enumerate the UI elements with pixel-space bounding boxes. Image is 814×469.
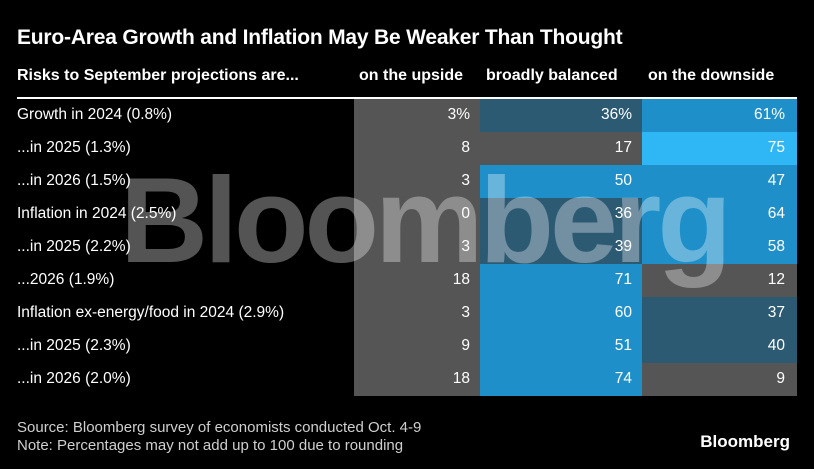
cell-downside: 40 [642, 330, 797, 363]
cell-upside: 3 [354, 231, 480, 264]
cell-upside: 0 [354, 198, 480, 231]
cell-downside: 64 [642, 198, 797, 231]
cell-downside: 75 [642, 132, 797, 165]
cell-balanced: 74 [480, 363, 642, 396]
rounding-note: Note: Percentages may not add up to 100 … [17, 437, 404, 454]
cell-downside: 58 [642, 231, 797, 264]
column-header-upside: on the upside [359, 67, 463, 84]
table-row: ...in 2026 (1.5%) 3 50 47 [0, 165, 814, 198]
cell-upside: 8 [354, 132, 480, 165]
table-row: Inflation in 2024 (2.5%) 0 36 64 [0, 198, 814, 231]
row-label: ...in 2025 (2.3%) [17, 337, 131, 354]
table-row: ...2026 (1.9%) 18 71 12 [0, 264, 814, 297]
header-divider [17, 97, 797, 99]
cell-upside: 3% [354, 99, 480, 132]
cell-balanced: 17 [480, 132, 642, 165]
row-label: Inflation ex-energy/food in 2024 (2.9%) [17, 304, 285, 321]
cell-balanced: 50 [480, 165, 642, 198]
table-row: ...in 2025 (2.2%) 3 39 58 [0, 231, 814, 264]
table-row: ...in 2025 (1.3%) 8 17 75 [0, 132, 814, 165]
cell-balanced: 39 [480, 231, 642, 264]
cell-balanced: 71 [480, 264, 642, 297]
cell-upside: 9 [354, 330, 480, 363]
row-label: ...in 2025 (1.3%) [17, 139, 131, 156]
row-label: ...in 2025 (2.2%) [17, 238, 131, 255]
cell-downside: 9 [642, 363, 797, 396]
chart-title: Euro-Area Growth and Inflation May Be We… [17, 26, 623, 49]
row-label: ...in 2026 (2.0%) [17, 370, 131, 387]
bloomberg-logo: Bloomberg [700, 432, 790, 451]
row-label: ...2026 (1.9%) [17, 271, 115, 288]
table-row: Inflation ex-energy/food in 2024 (2.9%) 3… [0, 297, 814, 330]
table-row: ...in 2025 (2.3%) 9 51 40 [0, 330, 814, 363]
cell-downside: 61% [642, 99, 797, 132]
cell-balanced: 51 [480, 330, 642, 363]
column-header-balanced: broadly balanced [486, 67, 618, 84]
cell-upside: 18 [354, 264, 480, 297]
cell-upside: 3 [354, 297, 480, 330]
table-row: Growth in 2024 (0.8%) 3% 36% 61% [0, 99, 814, 132]
source-note: Source: Bloomberg survey of economists c… [17, 419, 422, 436]
row-label: Inflation in 2024 (2.5%) [17, 205, 177, 222]
cell-downside: 37 [642, 297, 797, 330]
row-label: Growth in 2024 (0.8%) [17, 106, 173, 123]
column-header-downside: on the downside [648, 67, 775, 84]
cell-upside: 3 [354, 165, 480, 198]
cell-balanced: 36% [480, 99, 642, 132]
cell-upside: 18 [354, 363, 480, 396]
table-row: ...in 2026 (2.0%) 18 74 9 [0, 363, 814, 396]
row-label: ...in 2026 (1.5%) [17, 172, 131, 189]
row-header: Risks to September projections are... [17, 67, 299, 84]
cell-downside: 47 [642, 165, 797, 198]
cell-downside: 12 [642, 264, 797, 297]
cell-balanced: 36 [480, 198, 642, 231]
cell-balanced: 60 [480, 297, 642, 330]
